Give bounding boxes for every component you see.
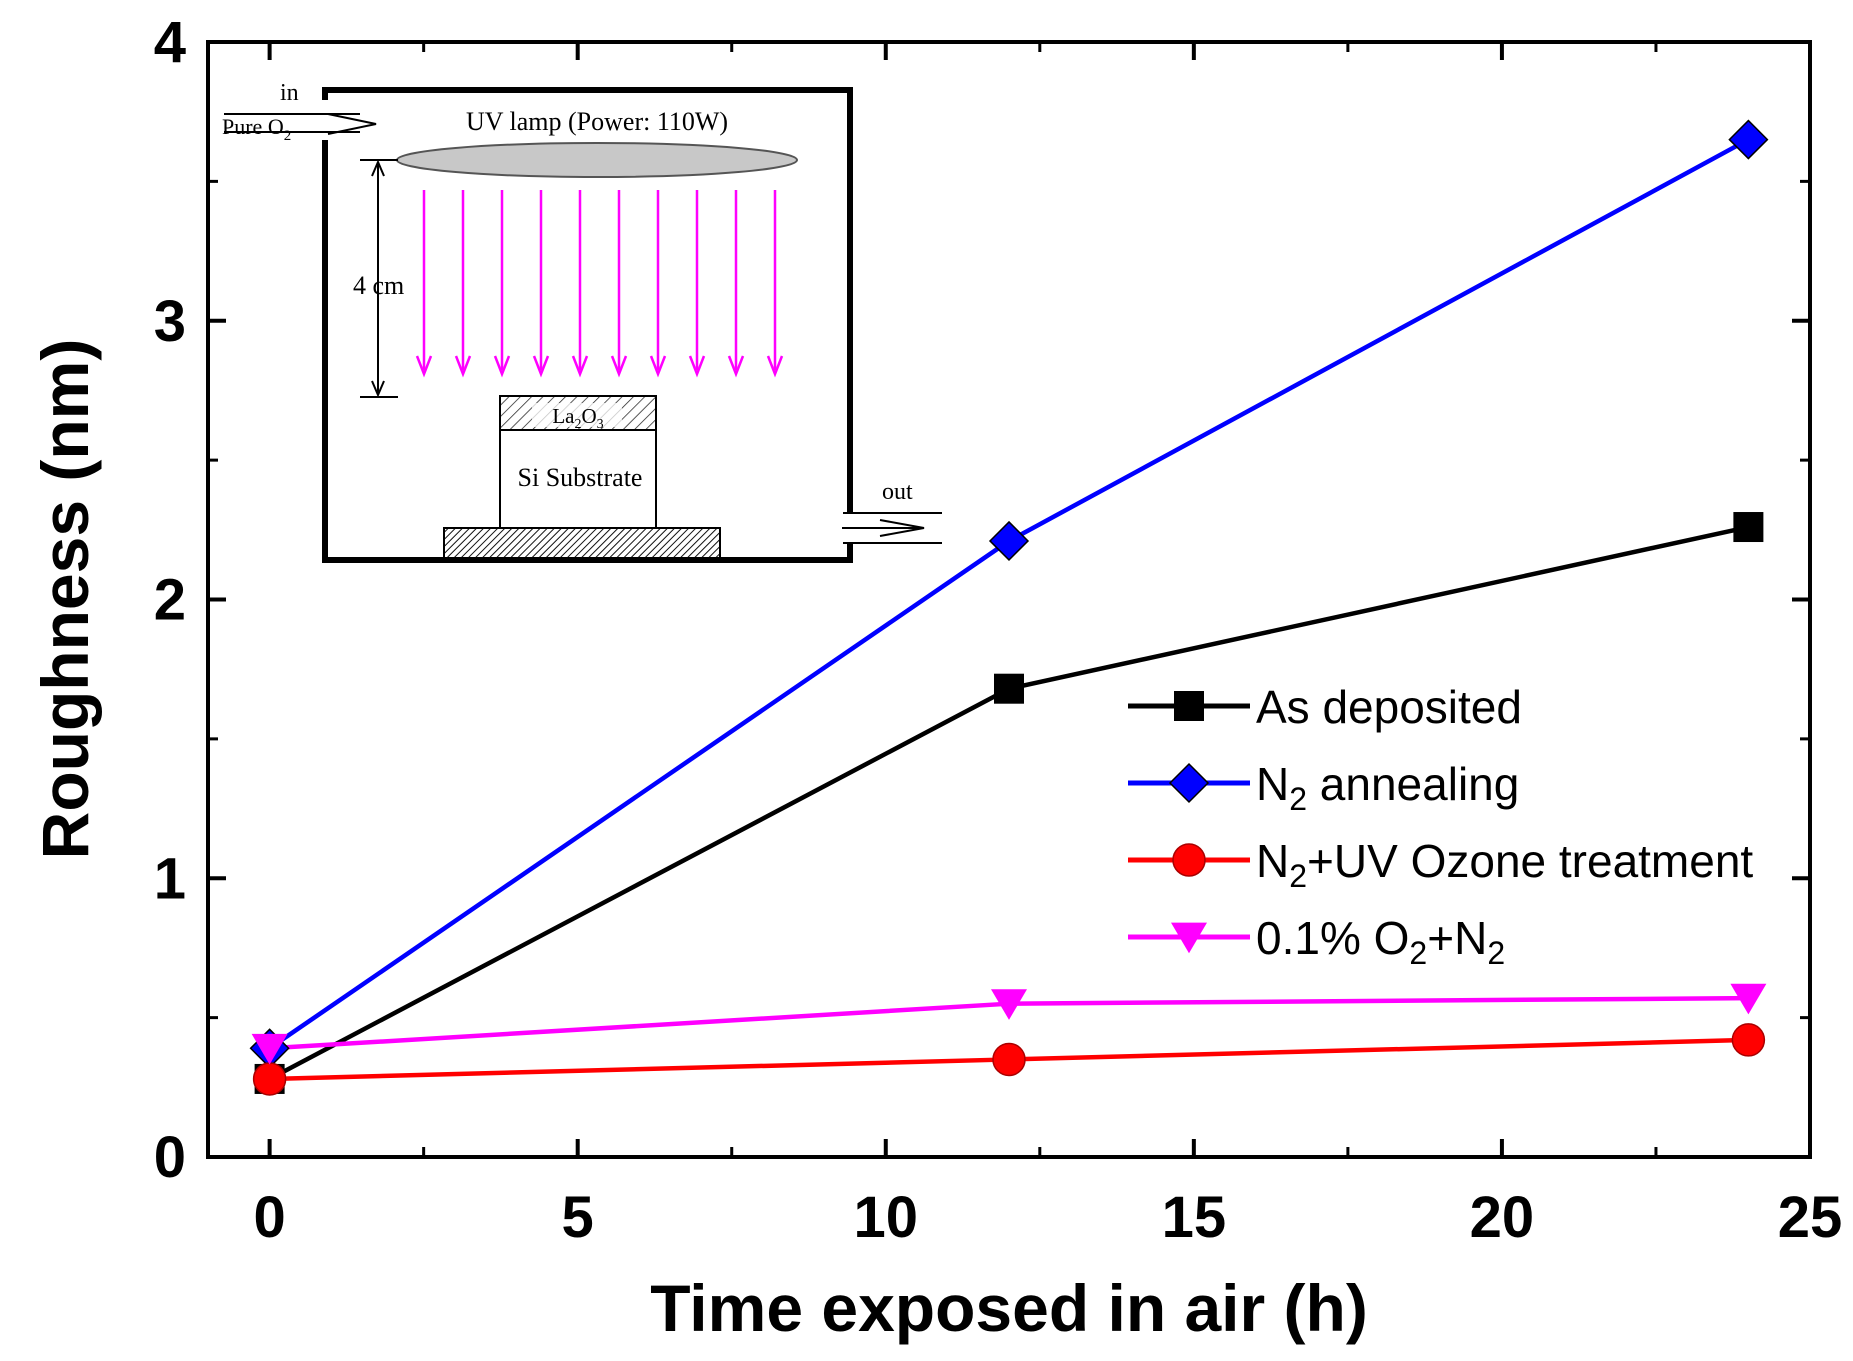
series-point-0 (994, 673, 1024, 704)
uv-arrow-head-icon (493, 355, 511, 378)
uv-arrow-head-icon (688, 355, 706, 378)
distance-arrow-down-icon (371, 380, 385, 398)
uv-arrow-head-icon (610, 355, 628, 378)
series-point-2 (1731, 1023, 1766, 1057)
uv-arrow-head-icon (571, 355, 589, 378)
x-tick-label: 5 (562, 1185, 594, 1250)
y-tick-label: 2 (154, 568, 186, 633)
x-tick-label: 25 (1778, 1185, 1843, 1250)
x-tick-label: 20 (1470, 1185, 1535, 1250)
y-tick-label: 0 (154, 1125, 186, 1190)
series-point-3 (1730, 983, 1767, 1015)
x-tick-label: 15 (1162, 1185, 1227, 1250)
x-tick-label: 10 (854, 1185, 919, 1250)
legend-label: 0.1% O2+N2 (1256, 912, 1505, 971)
legend-marker (1174, 691, 1204, 721)
inset-gas-label: Pure O2 (222, 114, 291, 144)
legend: As deposited N2 annealing N2+UV Ozone trea… (1128, 681, 1753, 971)
legend-marker (1172, 843, 1206, 877)
y-axis-ticks: 0 1 2 3 4 (154, 10, 1810, 1190)
y-tick-label: 1 (154, 846, 186, 911)
substrate-holder (443, 527, 721, 559)
x-tick-label: 0 (253, 1185, 285, 1250)
x-axis-ticks: 0 5 10 15 20 25 (253, 42, 1842, 1250)
legend-marker (1171, 922, 1207, 954)
uv-arrow-head-icon (415, 355, 433, 378)
x-axis-label: Time exposed in air (h) (650, 1271, 1368, 1345)
series-point-0 (1733, 512, 1764, 543)
series-line-1 (268, 137, 1750, 1051)
inset-distance-label: 4 cm (353, 271, 404, 300)
uv-arrow-head-icon (532, 355, 550, 378)
series-point-2 (992, 1042, 1026, 1077)
chamber-wall-left (322, 87, 853, 563)
inset-out-label: out (882, 479, 913, 505)
series-point-1 (1728, 119, 1769, 160)
legend-label: As deposited (1256, 681, 1522, 733)
series-point-3 (991, 989, 1027, 1020)
inlet-arrow-icon (327, 113, 377, 135)
uv-lamp-icon (396, 142, 798, 178)
inset-film-label: La2O3 (552, 404, 603, 432)
uv-light-arrows (415, 190, 784, 378)
uv-ozone-inset-diagram: in Pure O2 UV lamp (Power: 110W) 4 cm La… (222, 80, 942, 563)
legend-label: N2 annealing (1256, 758, 1519, 817)
series-point-3 (251, 1033, 288, 1065)
chamber-inlet-gap (322, 100, 330, 140)
inset-lamp-label: UV lamp (Power: 110W) (466, 107, 728, 136)
y-axis-label: Roughness (nm) (28, 339, 102, 860)
film-label-bg (532, 403, 622, 427)
si-substrate (499, 429, 657, 529)
uv-arrow-head-icon (454, 355, 472, 378)
inset-substrate-label: Si Substrate (518, 463, 643, 492)
uv-arrow-head-icon (727, 355, 745, 378)
inset-in-label: in (280, 80, 299, 106)
legend-label: N2+UV Ozone treatment (1256, 835, 1753, 894)
distance-arrow-up-icon (371, 159, 385, 177)
series-point-2 (252, 1062, 287, 1096)
chamber-wall-right (367, 87, 853, 512)
uv-arrow-head-icon (649, 355, 667, 378)
y-tick-label: 3 (154, 289, 186, 354)
series-layer (249, 119, 1769, 1096)
legend-marker (1168, 762, 1210, 804)
uv-arrow-head-icon (766, 355, 784, 378)
y-tick-label: 4 (154, 10, 186, 75)
series-point-1 (988, 520, 1030, 562)
